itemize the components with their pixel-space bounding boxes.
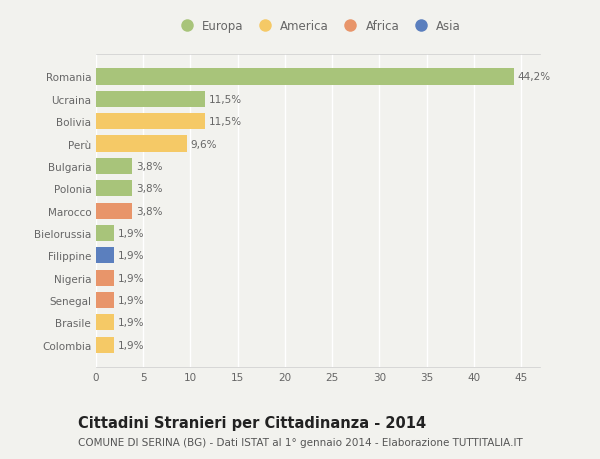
Legend: Europa, America, Africa, Asia: Europa, America, Africa, Asia (175, 20, 461, 34)
Bar (96, 337, 114, 353)
Bar (96, 158, 132, 174)
Text: 3,8%: 3,8% (136, 162, 162, 172)
Bar (96, 181, 132, 197)
Text: 1,9%: 1,9% (118, 229, 144, 238)
Text: 3,8%: 3,8% (136, 206, 162, 216)
Text: 1,9%: 1,9% (118, 340, 144, 350)
Text: Cittadini Stranieri per Cittadinanza - 2014: Cittadini Stranieri per Cittadinanza - 2… (78, 415, 426, 431)
Text: 1,9%: 1,9% (118, 296, 144, 305)
Text: 3,8%: 3,8% (136, 184, 162, 194)
Text: COMUNE DI SERINA (BG) - Dati ISTAT al 1° gennaio 2014 - Elaborazione TUTTITALIA.: COMUNE DI SERINA (BG) - Dati ISTAT al 1°… (78, 437, 523, 447)
Text: 11,5%: 11,5% (208, 117, 242, 127)
Text: 1,9%: 1,9% (118, 318, 144, 328)
Text: 1,9%: 1,9% (118, 273, 144, 283)
Bar (96, 270, 114, 286)
Bar (96, 248, 114, 264)
Text: 1,9%: 1,9% (118, 251, 144, 261)
Text: 9,6%: 9,6% (190, 139, 217, 149)
Bar (96, 92, 205, 107)
Bar (96, 292, 114, 308)
Bar (96, 136, 187, 152)
Bar (96, 69, 514, 85)
Bar (96, 114, 205, 130)
Bar (96, 225, 114, 241)
Text: 11,5%: 11,5% (208, 95, 242, 105)
Text: 44,2%: 44,2% (517, 73, 550, 82)
Bar (96, 203, 132, 219)
Bar (96, 315, 114, 330)
